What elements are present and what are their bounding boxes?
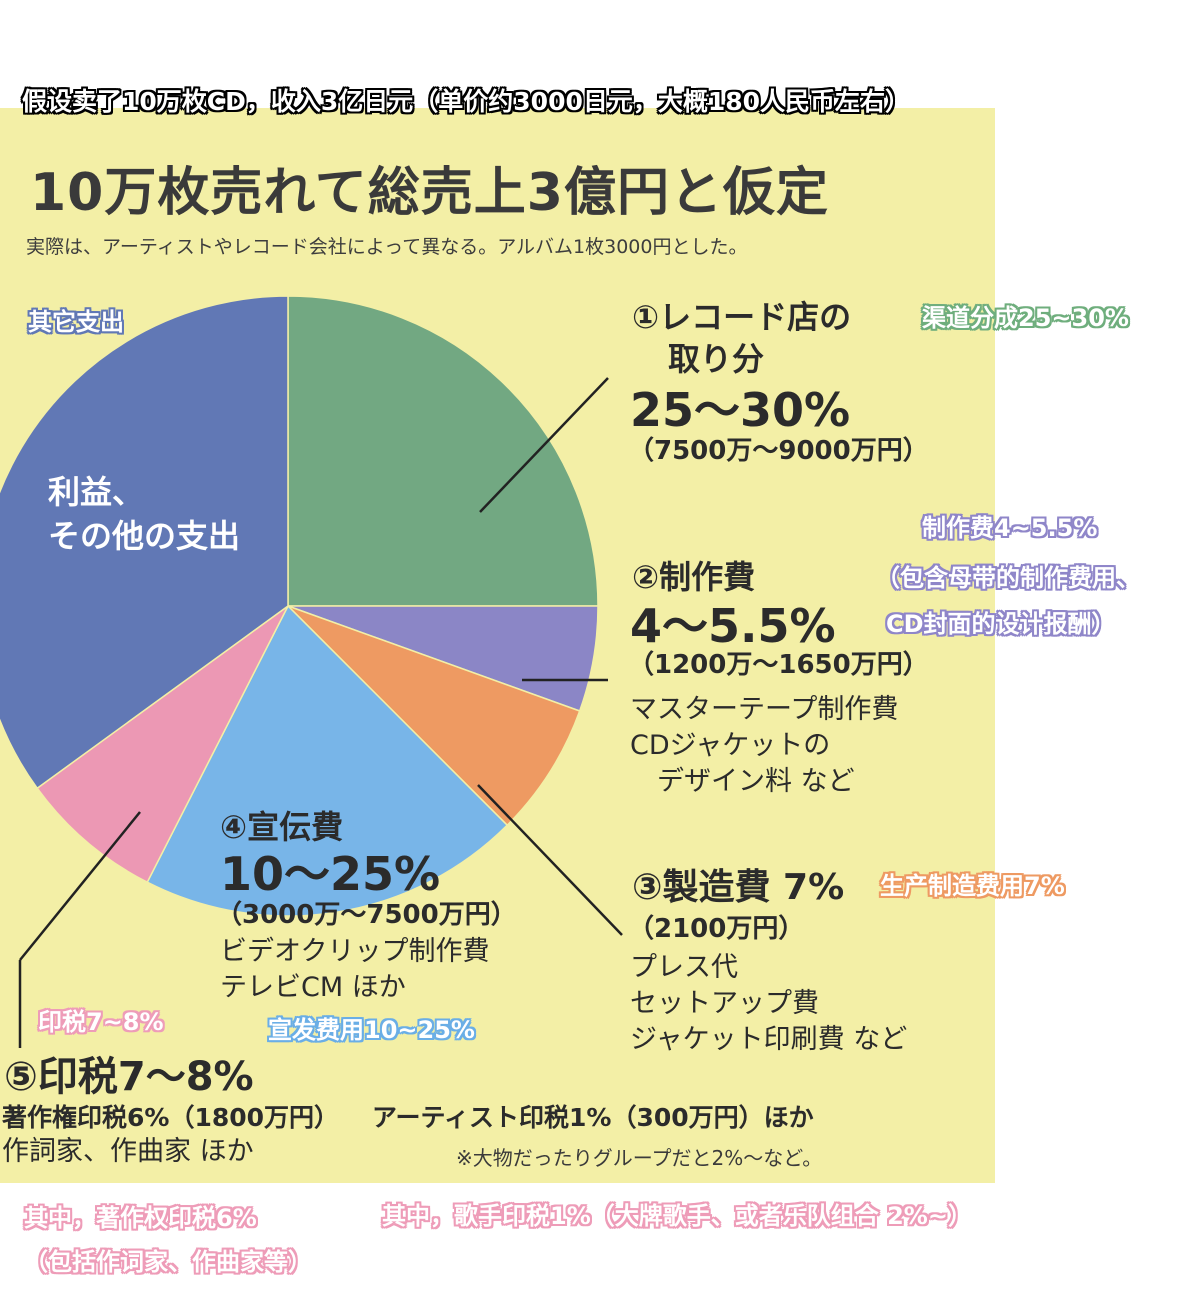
promotion-amount: （3000万～7500万円） — [216, 900, 517, 930]
annotation-production-3: CD封面的设计报酬） — [886, 610, 1116, 638]
profit-label-line1: 利益、 — [48, 473, 145, 511]
annotation-other: 其它支出 — [28, 308, 124, 336]
manufacturing-amount: （2100万円） — [628, 914, 805, 944]
production-amount: （1200万～1650万円） — [628, 650, 929, 680]
annotation-production-2: （包含母带的制作费用、 — [876, 564, 1140, 592]
promotion-detail: ビデオクリップ制作費 テレビCM ほか — [220, 936, 490, 1003]
annotation-production-1: 制作费4~5.5% — [922, 514, 1098, 542]
annotation-channel: 渠道分成25~30% — [922, 304, 1129, 332]
pie-slice-promotion — [146, 604, 509, 917]
leader-line-manufacturing — [477, 784, 623, 936]
annotation-copyright-2: （包括作词家、作曲家等） — [24, 1248, 312, 1276]
chart-subtitle: 実際は、アーティストやレコード会社によって異なる。アルバム1枚3000円とした。 — [26, 236, 748, 258]
profit-label: 利益、 その他の支出 — [48, 470, 240, 558]
leader-line-record-store — [479, 377, 609, 513]
pie-slice-manufacturing — [287, 605, 581, 827]
production-pct: 4～5.5% — [630, 599, 836, 653]
royalty-title: ⑤印税7～8% — [4, 1054, 254, 1100]
profit-label-line2: その他の支出 — [48, 517, 241, 555]
leader-line-royalty — [19, 811, 141, 961]
pie-slice-record-store — [287, 295, 599, 607]
pie-slice-royalty — [36, 605, 289, 884]
chart-title: 10万枚売れて総売上3億円と仮定 — [30, 163, 829, 223]
manufacturing-detail: プレス代 セットアップ費 ジャケット印刷費 など — [630, 952, 908, 1055]
annotation-royalty: 印税7~8% — [38, 1008, 164, 1036]
record-store-amount: （7500万～9000万円） — [628, 436, 929, 466]
banner-caption: 假设卖了10万枚CD，收入3亿日元（单价约3000日元，大概180人民币左右） — [22, 87, 911, 116]
record-store-title-2: 取り分 — [668, 340, 765, 378]
record-store-title-1: ①レコード店の — [632, 298, 852, 336]
production-title: ②制作費 — [632, 558, 756, 596]
annotation-manufacturing: 生产制造费用7% — [880, 872, 1065, 900]
royalty-copyright: 著作権印税6%（1800万円） — [2, 1103, 340, 1132]
royalty-artist: アーティスト印税1%（300万円）ほか — [372, 1103, 814, 1132]
manufacturing-title: ③製造費 7% — [632, 867, 845, 908]
annotation-copyright-1: 其中，著作权印税6% — [24, 1204, 257, 1232]
annotation-artist: 其中，歌手印税1%（大牌歌手、或者乐队组合 2%~） — [382, 1202, 972, 1230]
production-detail: マスターテープ制作費 CDジャケットの デザイン料 など — [630, 694, 899, 797]
pie-slice-profit — [0, 295, 289, 790]
promotion-title: ④宣伝費 — [220, 808, 344, 846]
annotation-promotion: 宣发费用10~25% — [268, 1016, 475, 1044]
record-store-pct: 25～30% — [630, 383, 851, 437]
royalty-artist-note: ※大物だったりグループだと2%～など。 — [456, 1146, 823, 1170]
promotion-pct: 10～25% — [220, 847, 441, 901]
royalty-copyright-detail: 作詞家、作曲家 ほか — [2, 1136, 254, 1167]
